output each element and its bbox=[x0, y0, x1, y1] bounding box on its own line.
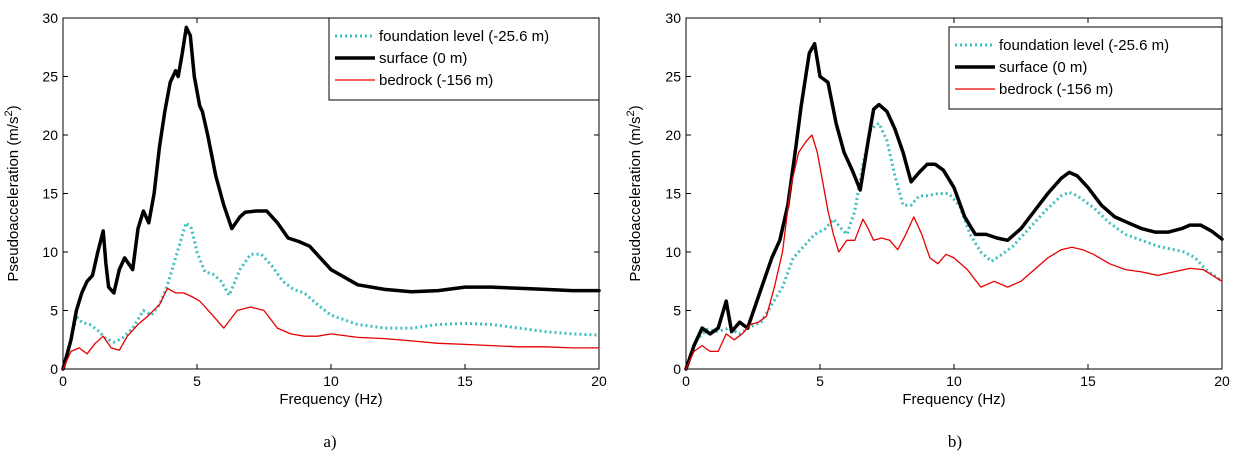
series-line-1 bbox=[684, 41, 1224, 371]
legend: foundation level (-25.6 m) surface (0 m) b… bbox=[948, 26, 1223, 110]
x-tick-label: 10 bbox=[946, 373, 962, 389]
x-tick-label: 15 bbox=[1080, 373, 1096, 389]
legend-label-1: surface (0 m) bbox=[379, 50, 467, 67]
series-line-2 bbox=[685, 134, 1223, 370]
y-tick-label: 30 bbox=[665, 10, 681, 26]
series-line-0 bbox=[61, 221, 600, 370]
y-tick-label: 15 bbox=[42, 186, 58, 202]
series-line-1 bbox=[61, 25, 601, 371]
chart-panel-b: 0 5 10 15 20 0 5 10 15 20 25 30 Frequency (Hz) Pseudo… bbox=[625, 10, 1230, 451]
legend-label-0: foundation level (-25.6 m) bbox=[379, 28, 549, 45]
y-tick-label: 30 bbox=[42, 10, 58, 26]
series-line-2 bbox=[62, 287, 600, 370]
panel-caption: a) bbox=[323, 432, 336, 451]
y-tick-label: 0 bbox=[673, 361, 681, 377]
y-tick-label: 5 bbox=[673, 303, 681, 319]
x-tick-label: 5 bbox=[816, 373, 824, 389]
y-tick-label: 25 bbox=[665, 69, 681, 85]
y-tick-label: 0 bbox=[50, 361, 58, 377]
x-tick-label: 10 bbox=[323, 373, 339, 389]
x-tick-label: 20 bbox=[591, 373, 607, 389]
y-tick-label: 5 bbox=[50, 303, 58, 319]
x-tick-label: 5 bbox=[193, 373, 201, 389]
x-tick-label: 0 bbox=[682, 373, 690, 389]
series-line-0 bbox=[684, 121, 1223, 370]
x-tick-label: 15 bbox=[457, 373, 473, 389]
legend: foundation level (-25.6 m) surface (0 m) b… bbox=[328, 17, 600, 101]
legend-label-1: surface (0 m) bbox=[999, 59, 1087, 76]
legend-label-2: bedrock (-156 m) bbox=[999, 81, 1113, 98]
legend-label-0: foundation level (-25.6 m) bbox=[999, 37, 1169, 54]
panel-caption: b) bbox=[948, 432, 962, 451]
x-tick-label: 0 bbox=[59, 373, 67, 389]
y-axis-label: Pseudoacceleration (m/s2) bbox=[3, 105, 22, 281]
legend-label-2: bedrock (-156 m) bbox=[379, 72, 493, 89]
x-axis-label: Frequency (Hz) bbox=[902, 391, 1005, 408]
x-tick-label: 20 bbox=[1214, 373, 1230, 389]
y-tick-label: 25 bbox=[42, 69, 58, 85]
y-axis-label: Pseudoacceleration (m/s2) bbox=[625, 105, 644, 281]
y-tick-label: 15 bbox=[665, 186, 681, 202]
chart-panel-a: 0 5 10 15 20 0 5 10 15 20 25 30 Frequency (Hz) Pseudo… bbox=[3, 10, 607, 451]
y-tick-label: 10 bbox=[665, 244, 681, 260]
y-tick-label: 10 bbox=[42, 244, 58, 260]
y-tick-label: 20 bbox=[665, 127, 681, 143]
y-tick-label: 20 bbox=[42, 127, 58, 143]
x-axis-label: Frequency (Hz) bbox=[279, 391, 382, 408]
